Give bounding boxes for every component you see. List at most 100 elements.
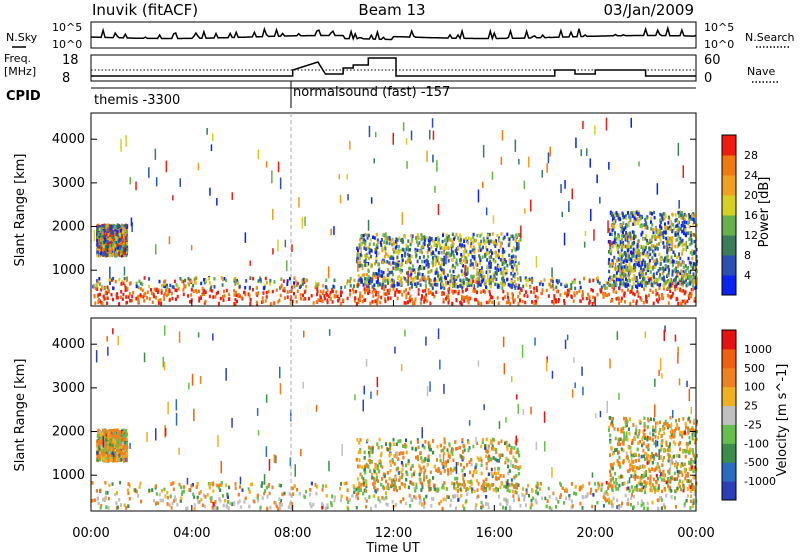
echo-cell [626, 259, 628, 263]
echo-cell [257, 279, 260, 283]
echo-cell [688, 270, 690, 274]
echo-cell [304, 297, 307, 301]
echo-cell [290, 285, 293, 290]
echo-cell [465, 277, 468, 281]
echo-cell [646, 262, 649, 267]
echo-cell [413, 301, 416, 305]
echo-cell [667, 246, 670, 251]
echo-cell [356, 256, 359, 260]
echo-cell [658, 276, 661, 280]
echo-cell [670, 294, 673, 299]
echo-speck [190, 245, 193, 251]
echo-cell [503, 235, 506, 240]
echo-cell [141, 282, 144, 287]
echo-cell [688, 260, 691, 265]
echo-cell [473, 250, 476, 254]
echo-cell [611, 214, 614, 219]
echo-cell [111, 237, 114, 242]
echo-cell [674, 233, 677, 237]
echo-cell [471, 262, 474, 267]
echo-speck [580, 149, 582, 157]
echo-cell [654, 245, 657, 249]
echo-cell [614, 219, 617, 223]
echo-cell [187, 281, 190, 286]
echo-cell [681, 243, 684, 247]
echo-cell [455, 298, 458, 303]
echo-cell [392, 242, 395, 246]
echo-cell [695, 281, 698, 285]
echo-cell [295, 300, 298, 304]
echo-cell [122, 292, 125, 297]
echo-cell [677, 269, 679, 274]
echo-cell [669, 260, 672, 265]
echo-cell [613, 240, 616, 245]
echo-cell [553, 297, 556, 301]
echo-cell [630, 211, 633, 215]
echo-cell [476, 284, 479, 288]
echo-cell [617, 250, 620, 254]
echo-cell [663, 215, 666, 219]
echo-cell [623, 250, 626, 255]
echo-cell [479, 283, 482, 287]
echo-cell [609, 210, 612, 215]
echo-cell [533, 301, 536, 305]
echo-cell [499, 245, 502, 249]
echo-cell [356, 253, 359, 257]
echo-cell [469, 296, 472, 301]
echo-cell [120, 235, 123, 240]
echo-cell [105, 240, 108, 244]
colorbar-tick-6: 4 [744, 269, 751, 282]
echo-cell [428, 236, 431, 241]
echo-speck [298, 197, 300, 208]
echo-cell [685, 214, 688, 218]
echo-cell [124, 288, 127, 292]
echo-cell [594, 296, 596, 300]
echo-cell [631, 212, 634, 216]
echo-cell [536, 296, 539, 300]
echo-cell [108, 228, 111, 233]
echo-cell [455, 232, 458, 237]
echo-cell [359, 291, 362, 295]
echo-cell [417, 243, 420, 247]
echo-cell [587, 292, 590, 297]
echo-speck [339, 194, 342, 204]
echo-cell [411, 301, 414, 306]
echo-cell [102, 228, 105, 232]
echo-cell [675, 266, 677, 271]
echo-cell [392, 287, 395, 291]
echo-cell [367, 275, 370, 279]
echo-cell [319, 295, 322, 300]
echo-speck [155, 177, 158, 187]
echo-cell [636, 244, 639, 249]
echo-cell [118, 246, 121, 251]
echo-cell [486, 233, 489, 238]
echo-cell [531, 280, 534, 285]
echo-cell [631, 255, 634, 259]
echo-cell [408, 286, 411, 291]
echo-cell [223, 294, 226, 298]
freq-tick-top: 18 [62, 53, 79, 68]
echo-cell [295, 283, 298, 287]
echo-cell [368, 242, 371, 246]
echo-cell [388, 241, 391, 246]
echo-cell [421, 273, 424, 277]
echo-cell [635, 217, 638, 222]
echo-cell [692, 275, 695, 279]
echo-cell [445, 233, 448, 238]
echo-cell [448, 287, 451, 291]
echo-cell [658, 294, 661, 298]
echo-cell [517, 233, 520, 237]
echo-cell [445, 251, 448, 256]
echo-cell [611, 241, 614, 245]
echo-cell [692, 287, 694, 292]
echo-speck [434, 185, 436, 193]
echo-cell [440, 276, 442, 281]
echo-cell [681, 211, 683, 215]
echo-cell [652, 272, 655, 277]
echo-cell [376, 245, 379, 249]
echo-cell [466, 295, 469, 299]
echo-cell [434, 257, 437, 262]
echo-cell [615, 237, 618, 241]
echo-cell [517, 261, 520, 265]
echo-cell [477, 242, 480, 246]
